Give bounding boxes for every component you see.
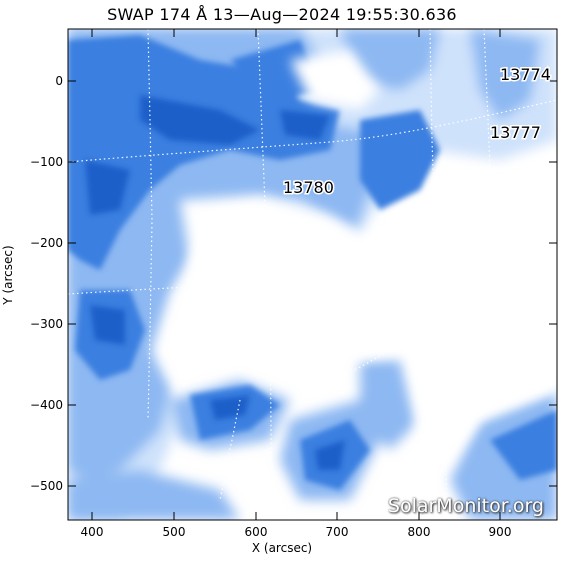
emission-map (68, 29, 557, 520)
y-tick-label: −300 (30, 317, 63, 331)
x-axis-label: X (arcsec) (251, 541, 313, 555)
image-title: SWAP 174 Å 13—Aug—2024 19:55:30.636 (107, 5, 457, 24)
y-tick-label: −500 (30, 479, 63, 493)
region-label-13780: 13780 (283, 178, 334, 197)
y-tick-label: 0 (55, 74, 63, 88)
x-tick-label: 900 (489, 525, 512, 539)
x-tick-label: 700 (326, 525, 349, 539)
x-tick-label: 500 (163, 525, 186, 539)
region-label-13777: 13777 (490, 123, 541, 142)
x-tick-label: 800 (408, 525, 431, 539)
watermark-text: SolarMonitor.org (387, 495, 544, 517)
x-axis-ticks (91, 29, 501, 520)
x-tick-label: 400 (81, 525, 104, 539)
y-axis-ticks (68, 80, 557, 487)
y-tick-label: −100 (30, 155, 63, 169)
x-tick-label: 600 (245, 525, 268, 539)
y-tick-label: −200 (30, 236, 63, 250)
y-tick-label: −400 (30, 398, 63, 412)
plot-frame (67, 28, 558, 521)
region-label-13774: 13774 (500, 65, 551, 84)
y-axis-label: Y (arcsec) (1, 245, 15, 305)
